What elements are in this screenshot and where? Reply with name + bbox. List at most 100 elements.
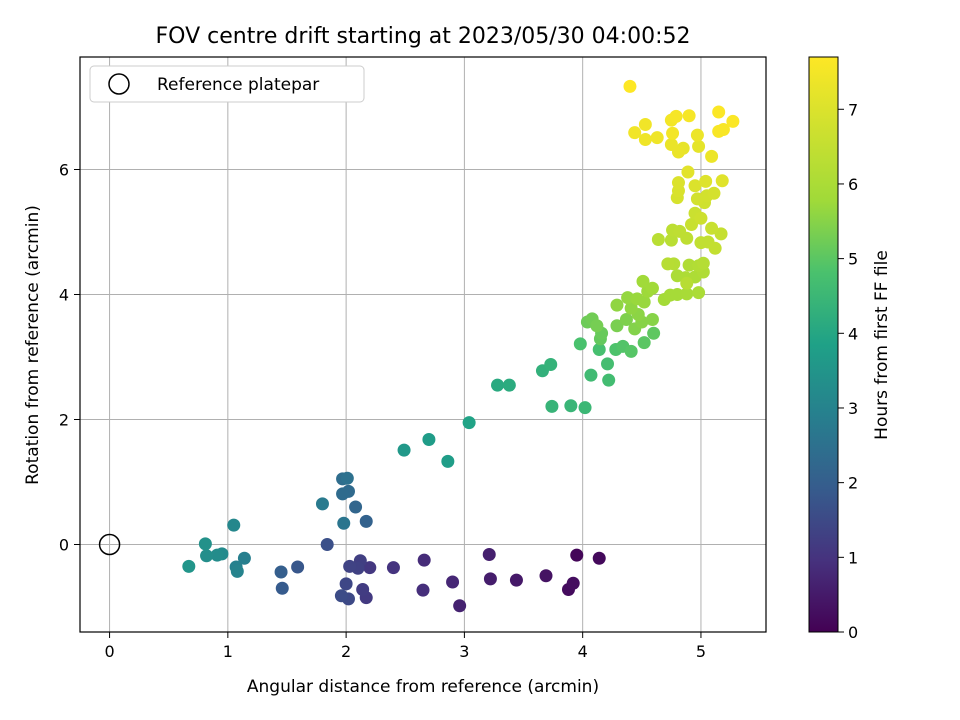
data-point xyxy=(315,497,329,511)
x-tick-label: 1 xyxy=(223,642,233,661)
data-point xyxy=(712,105,726,119)
data-point xyxy=(602,373,616,387)
data-point xyxy=(570,548,584,562)
data-point xyxy=(666,126,680,140)
x-tick-label: 4 xyxy=(578,642,588,661)
plot-frame xyxy=(79,56,767,633)
data-point xyxy=(539,569,553,583)
data-point xyxy=(509,573,523,587)
x-tick-label: 0 xyxy=(104,642,114,661)
colorbar-tick-label: 5 xyxy=(848,250,858,269)
data-point xyxy=(670,288,684,301)
data-point xyxy=(647,326,661,340)
data-point xyxy=(694,211,708,225)
data-point xyxy=(237,551,251,565)
data-point xyxy=(564,399,578,413)
data-point xyxy=(680,231,694,245)
data-point xyxy=(628,126,642,140)
colorbar-label: Hours from first FF file xyxy=(872,250,892,440)
data-point xyxy=(650,131,664,145)
data-point xyxy=(210,548,224,562)
data-point xyxy=(334,589,348,603)
data-point xyxy=(638,133,652,146)
data-points xyxy=(98,79,740,613)
data-point xyxy=(716,123,730,136)
data-point xyxy=(198,537,212,551)
data-point xyxy=(320,538,334,551)
data-point xyxy=(200,549,214,563)
data-point xyxy=(705,149,719,163)
data-point xyxy=(356,583,370,596)
data-point xyxy=(664,138,678,151)
data-point xyxy=(610,319,624,333)
x-tick-label: 5 xyxy=(696,642,706,661)
y-tick-label: 6 xyxy=(59,161,69,180)
data-point xyxy=(671,176,685,190)
data-point xyxy=(349,500,363,514)
data-point xyxy=(592,343,606,356)
x-tick-label: 3 xyxy=(459,642,469,661)
colorbar-tick-label: 7 xyxy=(848,100,858,119)
data-point xyxy=(545,399,559,413)
data-point xyxy=(715,174,729,188)
data-point xyxy=(637,336,651,350)
colorbar-gradient xyxy=(808,56,839,633)
data-point xyxy=(726,114,740,128)
data-point xyxy=(544,358,558,371)
colorbar-tick-label: 1 xyxy=(848,548,858,567)
colorbar: 0 1 2 3 4 5 6 7 Hours from first FF file xyxy=(808,56,892,642)
data-point xyxy=(682,258,696,272)
colorbar-tick-label: 4 xyxy=(848,324,858,343)
data-point xyxy=(386,561,400,575)
data-point xyxy=(601,357,615,371)
y-tick-label: 2 xyxy=(59,411,69,430)
data-point xyxy=(417,553,431,567)
legend-marker-open-circle xyxy=(108,73,130,95)
data-point xyxy=(621,291,635,305)
data-point xyxy=(227,518,241,532)
legend: Reference platepar xyxy=(89,65,365,103)
data-point xyxy=(397,443,411,457)
data-point xyxy=(446,575,460,589)
data-point xyxy=(707,186,721,200)
data-point xyxy=(645,281,659,295)
data-point xyxy=(624,344,638,358)
data-point xyxy=(363,561,377,575)
data-point xyxy=(416,583,430,597)
data-point xyxy=(592,551,606,565)
y-tick-label: 0 xyxy=(59,536,69,555)
data-point xyxy=(483,572,497,586)
data-point xyxy=(336,487,350,501)
legend-box xyxy=(89,65,365,103)
data-point xyxy=(462,416,476,430)
data-point xyxy=(340,471,354,485)
data-point xyxy=(337,516,351,530)
data-point xyxy=(343,559,357,573)
data-point xyxy=(690,128,704,142)
data-point xyxy=(681,165,695,179)
colorbar-tick-label: 0 xyxy=(848,623,858,642)
data-point xyxy=(182,559,196,573)
data-point xyxy=(584,368,598,382)
data-point xyxy=(441,454,455,468)
data-point xyxy=(705,221,719,235)
data-point xyxy=(661,257,675,271)
data-point xyxy=(680,276,694,290)
data-point xyxy=(482,548,496,561)
data-point xyxy=(692,139,706,153)
data-point xyxy=(638,118,652,131)
data-point xyxy=(684,218,698,231)
data-point xyxy=(682,109,696,123)
data-point xyxy=(692,286,706,300)
data-point xyxy=(699,174,713,188)
colorbar-tick-label: 2 xyxy=(848,474,858,493)
colorbar-tick-label: 3 xyxy=(848,399,858,418)
data-point xyxy=(637,295,651,309)
data-point xyxy=(645,313,659,326)
data-point xyxy=(230,564,244,578)
y-tick-label: 4 xyxy=(59,286,69,305)
data-point xyxy=(669,109,683,123)
data-point xyxy=(623,79,637,93)
data-point xyxy=(688,179,702,193)
